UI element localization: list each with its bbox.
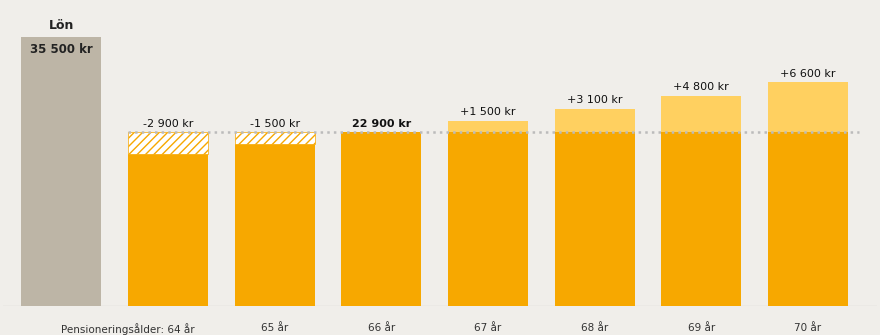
Bar [661, 96, 741, 132]
Bar [554, 132, 634, 306]
Bar [21, 37, 101, 306]
Text: +6 600 kr: +6 600 kr [781, 69, 836, 79]
Bar [128, 154, 208, 306]
Bar [768, 132, 848, 306]
Text: 22 900 kr: 22 900 kr [352, 119, 411, 129]
Text: 70 år: 70 år [795, 323, 821, 333]
Text: 66 år: 66 år [368, 323, 395, 333]
Bar [661, 132, 741, 306]
Bar [235, 144, 315, 306]
Text: +3 100 kr: +3 100 kr [567, 95, 622, 105]
Text: 68 år: 68 år [581, 323, 608, 333]
Text: +1 500 kr: +1 500 kr [460, 107, 516, 117]
Bar [341, 132, 422, 306]
Bar [448, 121, 528, 132]
Text: 65 år: 65 år [261, 323, 289, 333]
Text: +4 800 kr: +4 800 kr [673, 82, 730, 92]
Text: -2 900 kr: -2 900 kr [143, 119, 194, 129]
Bar [554, 109, 634, 132]
Text: 35 500 kr: 35 500 kr [30, 43, 92, 56]
Text: -1 500 kr: -1 500 kr [250, 119, 300, 129]
Text: 67 år: 67 år [474, 323, 502, 333]
Text: Pensioneringsålder: 64 år: Pensioneringsålder: 64 år [62, 323, 195, 335]
Bar [768, 82, 848, 132]
Bar [448, 132, 528, 306]
Bar [235, 132, 315, 144]
Text: Lön: Lön [48, 19, 74, 32]
Text: 69 år: 69 år [687, 323, 715, 333]
Bar [128, 132, 208, 154]
